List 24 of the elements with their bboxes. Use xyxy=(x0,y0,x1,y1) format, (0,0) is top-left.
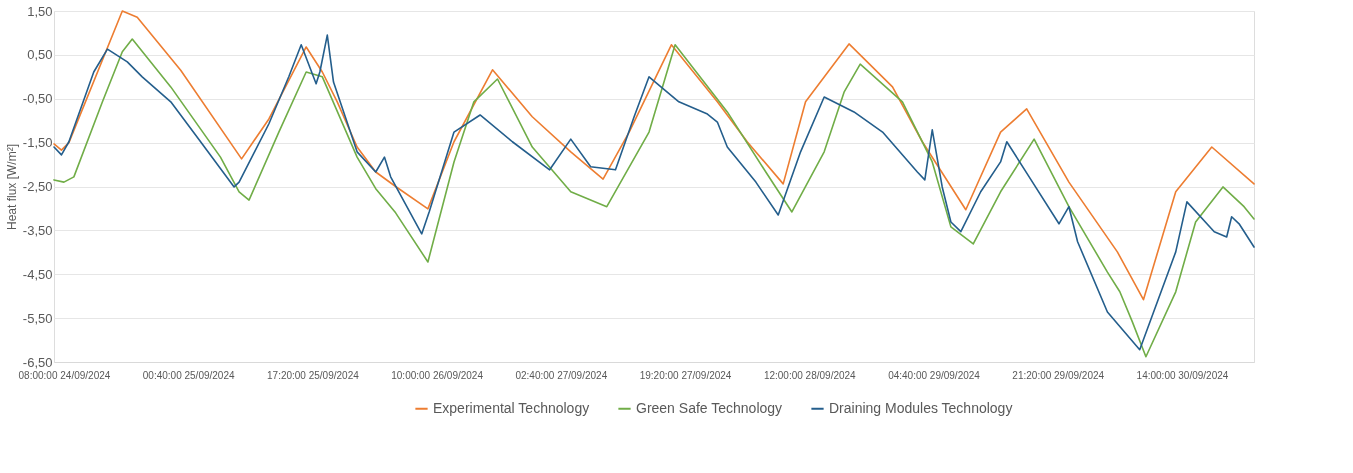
y-tick-label: -6,50 xyxy=(22,354,53,370)
y-axis-title: Heat flux [W/m²] xyxy=(4,143,19,231)
legend-label: Experimental Technology xyxy=(433,399,590,416)
y-tick-label: -5,50 xyxy=(22,310,53,326)
y-tick-label: -1,50 xyxy=(22,135,53,151)
y-tick-label: 1,50 xyxy=(27,3,53,19)
x-tick-label: 02:40:00 27/09/2024 xyxy=(515,369,608,381)
x-tick-label: 10:00:00 26/09/2024 xyxy=(391,369,484,381)
y-tick-label: -2,50 xyxy=(22,179,53,194)
y-tick-label: 0,50 xyxy=(27,47,53,63)
x-tick-label: 21:20:00 29/09/2024 xyxy=(1012,369,1105,381)
y-tick-label: -3,50 xyxy=(22,222,53,238)
x-tick-label: 00:40:00 25/09/2024 xyxy=(142,369,235,381)
y-tick-label: -4,50 xyxy=(22,266,53,282)
legend-label: Draining Modules Technology xyxy=(829,399,1013,416)
x-tick-label: 04:40:00 29/09/2024 xyxy=(888,369,981,381)
x-tick-label: 17:20:00 25/09/2024 xyxy=(267,369,360,381)
y-tick-label: -0,50 xyxy=(22,91,53,107)
x-tick-label: 19:20:00 27/09/2024 xyxy=(639,369,732,381)
legend-label: Green Safe Technology xyxy=(636,399,783,416)
x-tick-label: 14:00:00 30/09/2024 xyxy=(1136,369,1229,381)
x-tick-label: 08:00:00 24/09/2024 xyxy=(18,369,111,381)
line-series xyxy=(53,10,1255,301)
x-tick-label: 12:00:00 28/09/2024 xyxy=(763,369,857,381)
